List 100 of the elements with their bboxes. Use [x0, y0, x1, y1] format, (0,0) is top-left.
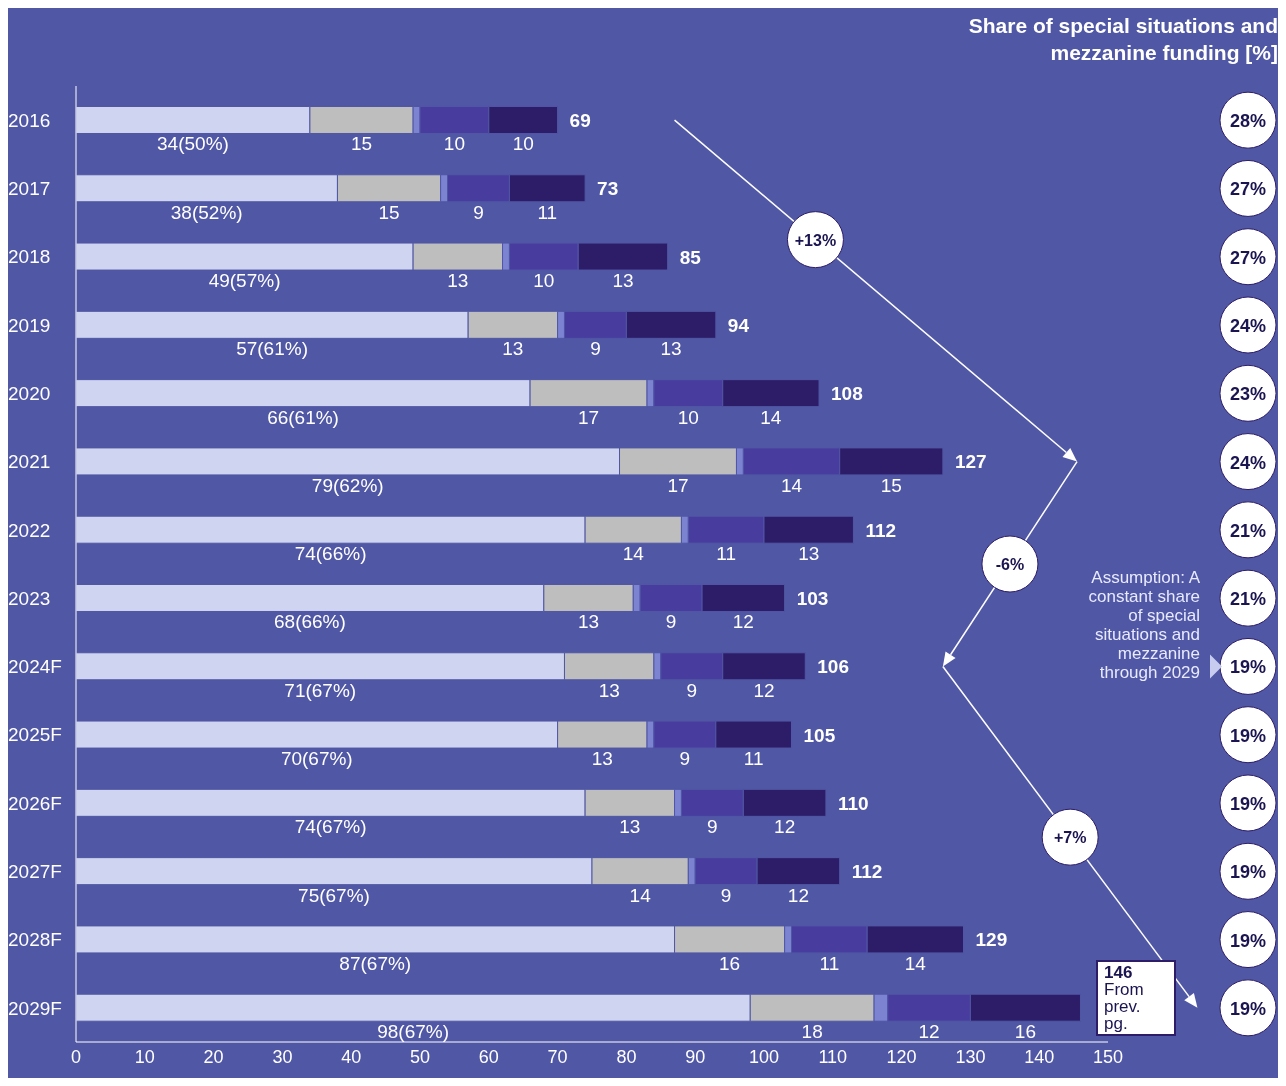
text: 19%	[1229, 998, 1267, 1019]
chart-title: Share of special situations and mezzanine funding [%]	[967, 13, 1278, 66]
x-tick-label: 90	[685, 1046, 706, 1067]
data-label: 13	[577, 611, 600, 633]
data-label: 38(52%)	[170, 201, 243, 223]
data-label: 14	[760, 406, 782, 428]
data-label: 12	[918, 1021, 940, 1043]
text: 19%	[1229, 794, 1267, 814]
data-label: 9	[707, 816, 718, 838]
data-label: 9	[590, 338, 601, 360]
x-tick-label: 10	[134, 1046, 155, 1067]
data-label: 9	[679, 748, 691, 770]
y-tick-label: 2027F	[8, 861, 62, 883]
total-label: 69	[569, 109, 591, 131]
text: 24%	[1229, 316, 1267, 336]
data-label: 10	[512, 133, 534, 155]
y-tick-label: 2023	[8, 587, 51, 609]
total-label: 110	[837, 792, 869, 814]
data-label: 74(67%)	[294, 816, 367, 838]
data-label: 14	[780, 474, 803, 496]
x-tick-label: 110	[818, 1046, 848, 1067]
data-label: 15	[378, 201, 400, 223]
data-label: 10	[677, 406, 699, 428]
y-tick-label: 2025F	[8, 724, 62, 746]
y-tick-label: 2029F	[8, 997, 62, 1019]
data-label: 11	[537, 201, 558, 223]
data-label: 9	[720, 884, 732, 906]
x-tick-label: 20	[203, 1046, 224, 1067]
annotation: +7%	[1053, 829, 1087, 847]
data-label: 14	[629, 884, 652, 906]
total-label: 94	[727, 314, 750, 336]
data-label: 13	[591, 748, 613, 770]
y-tick-label: 2016	[8, 109, 51, 131]
data-label: 13	[612, 270, 634, 292]
data-label: 14	[904, 952, 927, 974]
data-label: 87(67%)	[339, 952, 412, 974]
data-label: 17	[577, 406, 600, 428]
text: 19%	[1229, 930, 1267, 951]
data-label: 49(57%)	[208, 270, 281, 292]
text: 27%	[1229, 247, 1267, 268]
total-label: 112	[851, 861, 883, 883]
x-tick-label: 100	[748, 1046, 780, 1067]
data-label: 75(67%)	[298, 884, 370, 906]
total-label: 129	[975, 929, 1008, 951]
x-tick-label: 0	[70, 1046, 82, 1067]
total-label: 108	[831, 383, 863, 405]
y-tick-label: 2018	[8, 246, 51, 268]
x-tick-label: 130	[955, 1046, 986, 1067]
y-tick-label: 2017	[8, 178, 51, 200]
data-label: 15	[880, 474, 902, 496]
y-tick-label: 2022	[8, 519, 51, 541]
x-tick-label: 50	[409, 1046, 431, 1067]
y-tick-label: 2028F	[8, 929, 62, 951]
annotation: -6%	[995, 556, 1025, 573]
data-label: 70(67%)	[280, 748, 353, 770]
data-label: 11	[716, 543, 737, 565]
data-label: 68(66%)	[274, 611, 346, 633]
text: 19%	[1229, 657, 1267, 678]
data-label: 79(62%)	[311, 474, 384, 496]
x-tick-label: 40	[341, 1046, 362, 1067]
text: 19%	[1229, 862, 1267, 883]
x-tick-label: 60	[478, 1046, 499, 1067]
data-label: 13	[447, 270, 469, 292]
data-label: 10	[533, 270, 555, 292]
x-tick-label: 70	[547, 1046, 568, 1067]
data-label: 15	[350, 133, 373, 155]
y-tick-label: 2026F	[8, 792, 62, 814]
y-tick-label: 2019	[8, 314, 51, 336]
data-label: 16	[719, 952, 741, 974]
data-label: 12	[753, 679, 775, 701]
x-tick-label: 30	[272, 1046, 293, 1067]
text: 28%	[1229, 111, 1267, 132]
data-label: 13	[619, 816, 641, 838]
data-label: 13	[660, 338, 682, 360]
data-label: 14	[622, 543, 645, 565]
x-tick-label: 80	[616, 1046, 637, 1067]
data-label: 74(66%)	[294, 543, 367, 565]
text: 24%	[1229, 452, 1267, 473]
text: 19%	[1229, 725, 1267, 746]
data-label: 98(67%)	[377, 1021, 450, 1043]
total-label: 106	[817, 656, 849, 678]
total-label: 73	[597, 178, 619, 200]
annotation: From prev. pg.	[1104, 979, 1145, 1033]
total-label: 105	[803, 724, 836, 746]
x-tick-label: 150	[1092, 1046, 1124, 1067]
total-label: 112	[865, 519, 897, 541]
annotation: +13%	[794, 231, 837, 249]
data-label: 16	[1014, 1021, 1037, 1043]
data-label: 13	[798, 543, 820, 565]
data-label: 9	[665, 611, 677, 633]
annotation: 146	[1104, 962, 1134, 982]
data-label: 12	[787, 884, 809, 906]
data-label: 34(50%)	[157, 133, 229, 155]
data-label: 13	[598, 679, 620, 701]
y-tick-label: 2020	[8, 383, 51, 405]
data-label: 9	[686, 679, 698, 701]
text: 21%	[1229, 589, 1267, 610]
text: 21%	[1229, 520, 1267, 541]
data-label: 13	[502, 338, 524, 360]
data-label: 9	[473, 201, 484, 223]
